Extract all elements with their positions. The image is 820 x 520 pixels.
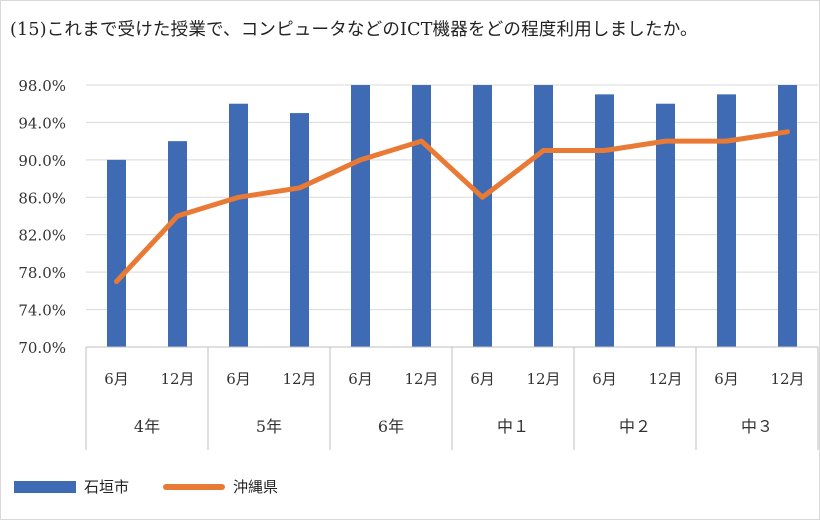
bar-ishigaki (534, 85, 553, 347)
legend-label-okinawa: 沖縄県 (233, 478, 279, 496)
bar-ishigaki (107, 159, 126, 347)
x-tick-label: 6月 (104, 370, 129, 388)
x-group-label: 4年 (134, 417, 160, 436)
x-tick-label: 6月 (592, 370, 617, 388)
x-tick-label: 6月 (348, 370, 373, 388)
line-okinawa (114, 129, 790, 284)
y-tick-label: 90.0% (18, 152, 66, 170)
x-tick-label: 12月 (526, 370, 560, 388)
legend: 石垣市 沖縄県 (14, 476, 312, 497)
y-tick-label: 82.0% (18, 227, 66, 245)
bar-ishigaki (656, 103, 675, 347)
x-group-label: 6年 (378, 417, 404, 436)
bar-ishigaki (290, 113, 309, 347)
chart-title: (15)これまで受けた授業で、コンピュータなどのICT機器をどの程度利用しました… (10, 20, 698, 40)
x-tick-label: 6月 (714, 370, 739, 388)
bar-ishigaki (717, 94, 736, 347)
legend-label-ishigaki: 石垣市 (84, 478, 130, 496)
legend-line-swatch (163, 483, 226, 490)
x-group-label: 中２ (619, 417, 651, 436)
bar-ishigaki (168, 141, 187, 347)
y-tick-label: 74.0% (18, 302, 66, 320)
x-tick-label: 12月 (282, 370, 316, 388)
y-tick-label: 94.0% (18, 114, 66, 132)
y-tick-label: 86.0% (18, 189, 66, 207)
y-tick-label: 78.0% (18, 264, 66, 282)
x-tick-label: 6月 (226, 370, 251, 388)
legend-bar-swatch (14, 480, 76, 493)
bar-ishigaki (778, 85, 797, 347)
x-group-label: 中１ (497, 417, 529, 436)
x-tick-label: 12月 (770, 370, 804, 388)
bar-ishigaki (473, 85, 492, 347)
x-tick-label: 12月 (404, 370, 438, 388)
x-group-label: 中３ (741, 417, 773, 436)
x-tick-label: 6月 (470, 370, 495, 388)
y-tick-label: 70.0% (18, 339, 66, 357)
bar-ishigaki (595, 94, 614, 347)
bar-ishigaki (412, 85, 431, 347)
x-tick-label: 12月 (160, 370, 194, 388)
legend-item-okinawa: 沖縄県 (163, 476, 278, 497)
x-group-label: 5年 (256, 417, 282, 436)
bar-ishigaki (229, 103, 248, 347)
legend-item-ishigaki: 石垣市 (14, 476, 129, 497)
x-tick-label: 12月 (648, 370, 682, 388)
bar-ishigaki (351, 85, 370, 347)
y-tick-label: 98.0% (18, 77, 66, 95)
